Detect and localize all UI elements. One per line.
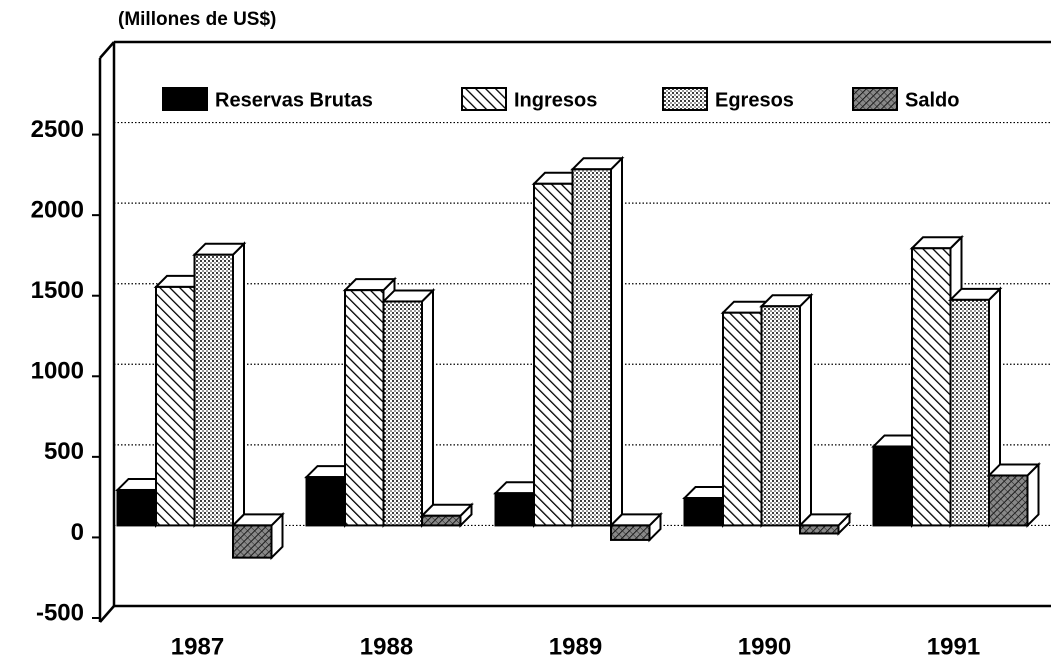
bar	[494, 492, 535, 527]
bar	[382, 300, 423, 527]
legend-swatch	[461, 87, 507, 111]
legend-label: Saldo	[905, 89, 959, 111]
bar	[949, 298, 990, 527]
bar	[421, 514, 462, 527]
y-tick-label: 1000	[31, 358, 84, 385]
bar	[760, 305, 801, 527]
bar-side	[232, 241, 245, 528]
bar	[911, 247, 952, 527]
legend-label: Reservas Brutas	[215, 89, 373, 111]
legend-label: Ingresos	[514, 89, 597, 111]
bar	[610, 524, 651, 541]
bar	[305, 476, 346, 527]
bar-side	[421, 288, 434, 528]
bar	[155, 285, 196, 527]
bar	[533, 182, 574, 527]
y-tick-label: 0	[71, 519, 84, 546]
y-tick-label: 500	[44, 438, 84, 465]
y-tick-label: 2500	[31, 116, 84, 143]
legend-swatch	[162, 87, 208, 111]
bar	[683, 497, 724, 527]
legend-swatch	[852, 87, 898, 111]
bar-side	[799, 292, 812, 528]
bar-side	[610, 155, 623, 528]
x-tick-label: 1989	[549, 633, 602, 660]
y-tick-label: 1500	[31, 277, 84, 304]
x-tick-label: 1990	[738, 633, 791, 660]
y-axis-label: (Millones de US$)	[118, 9, 276, 30]
bar	[232, 524, 273, 559]
bar	[116, 488, 157, 527]
x-tick-label: 1987	[171, 633, 224, 660]
legend-label: Egresos	[715, 89, 794, 111]
bar	[722, 311, 763, 527]
y-tick-label: -500	[36, 599, 84, 626]
x-tick-label: 1988	[360, 633, 413, 660]
bar	[193, 253, 234, 527]
bar	[988, 474, 1029, 527]
bar	[872, 445, 913, 527]
y-tick-label: 2000	[31, 196, 84, 223]
bar	[571, 168, 612, 527]
bar	[344, 289, 385, 527]
bar	[799, 524, 840, 535]
legend-swatch	[662, 87, 708, 111]
x-tick-label: 1991	[927, 633, 980, 660]
